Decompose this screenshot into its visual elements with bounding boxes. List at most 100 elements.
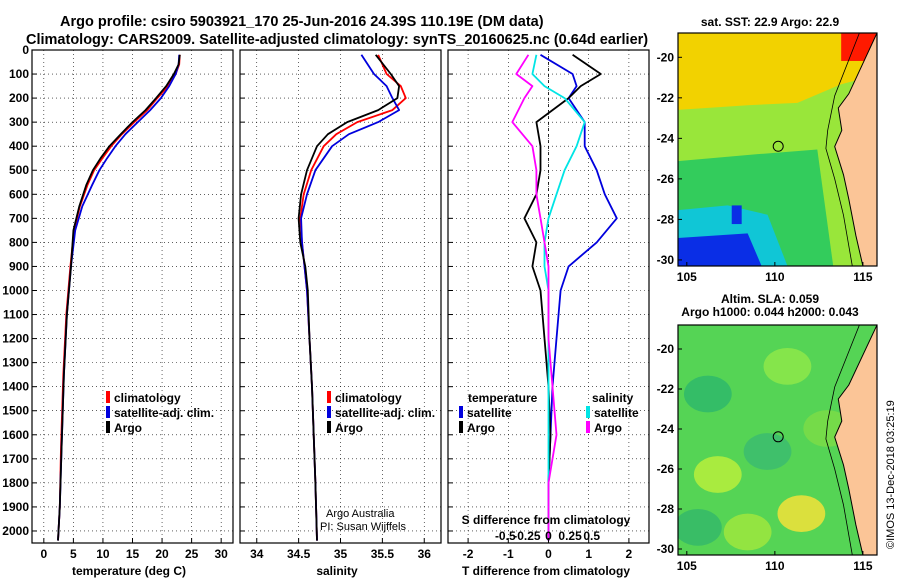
map-y-tick-label: -26: [657, 172, 675, 186]
legend-swatch-temp-satellite: [459, 406, 463, 418]
difference-profiles: [511, 54, 618, 541]
map-y-tick-label: -30: [657, 253, 675, 267]
salinity-axes-frame: [239, 49, 442, 544]
sla-map-ticks: 105 110 115 -20 -22 -24 -26 -28 -30: [657, 342, 873, 573]
y-tick-label: 500: [9, 163, 29, 177]
legend-swatch-climatology: [106, 391, 110, 403]
legend-label-sal-argo: Argo: [594, 421, 622, 435]
x-tick-label: 35: [334, 547, 348, 561]
s-diff-tick-label: -0.5: [495, 529, 516, 543]
x-tick-label: 25: [185, 547, 199, 561]
x-tick-label: 30: [214, 547, 228, 561]
salinity-panel: 34 34.5 35 35.5 36 salinity climatology sate…: [239, 49, 442, 578]
temperature-x-label: temperature (deg C): [72, 564, 186, 578]
series-line-salinity-argo: [511, 54, 558, 541]
sla-anomaly-blob: [683, 375, 732, 413]
legend-label-climatology: climatology: [114, 391, 181, 405]
legend-label-temp-satellite: satellite: [467, 406, 512, 420]
y-tick-label: 1200: [2, 332, 29, 346]
series-line-temperature-argo: [523, 54, 602, 541]
y-tick-label: 900: [9, 259, 29, 273]
map-x-tick-label: 105: [677, 559, 697, 573]
x-tick-label: 36: [418, 547, 432, 561]
t-difference-label: T difference from climatology: [462, 564, 630, 578]
sla-anomaly-blob: [763, 348, 812, 385]
sst-map-panel: sat. SST: 22.9 Argo: 22.9 105 110 115 -20 -2…: [657, 15, 878, 284]
s-diff-tick-label: 0.25: [558, 529, 582, 543]
credit-argo-australia: Argo Australia: [326, 508, 395, 520]
s-difference-label: S difference from climatology: [462, 513, 631, 527]
x-tick-label: -2: [463, 547, 474, 561]
legend-label-sal-satellite: satellite: [594, 406, 639, 420]
legend-swatch-climatology: [327, 391, 331, 403]
temperature-ticks: 0 5 10 15 20 25 300100200300400500600700800900…: [2, 43, 228, 561]
x-tick-label: 35.5: [371, 547, 395, 561]
salinity-ticks: 34 34.5 35 35.5 36: [240, 49, 432, 561]
y-tick-label: 0: [22, 43, 29, 57]
legend-title-temperature: temperature: [468, 391, 538, 405]
credit-pi: PI: Susan Wijffels: [320, 521, 406, 533]
map-y-tick-label: -22: [657, 382, 675, 396]
sla-map: [678, 325, 877, 555]
sla-map-subtitle: Argo h1000: 0.044 h2000: 0.043: [681, 305, 859, 319]
sla-anomaly-blob: [777, 495, 826, 532]
y-tick-label: 600: [9, 187, 29, 201]
series-line-argo: [57, 54, 181, 541]
y-tick-label: 400: [9, 139, 29, 153]
imos-timestamp: ©IMOS 13-Dec-2018 03:25:19: [885, 400, 897, 549]
legend-label-satellite-adj: satellite-adj. clim.: [335, 406, 435, 420]
legend-swatch-argo: [106, 421, 110, 433]
x-tick-label: 10: [96, 547, 110, 561]
x-tick-label: 34.5: [287, 547, 311, 561]
sla-anomaly-blob: [693, 456, 742, 493]
legend-swatch-satellite-adj: [106, 406, 110, 418]
salinity-legend: climatology satellite-adj. clim. Argo: [327, 391, 435, 435]
map-y-tick-label: -30: [657, 542, 675, 556]
shelf-contour: [825, 325, 860, 555]
map-x-tick-label: 105: [677, 270, 697, 284]
y-tick-label: 2000: [2, 524, 29, 538]
temperature-panel: 0 5 10 15 20 25 300100200300400500600700800900…: [2, 43, 234, 578]
legend-label-argo: Argo: [114, 421, 142, 435]
difference-ticks: -2 -1 0 1 2 -0.5-0.25 0 0.25 0.5: [448, 49, 633, 561]
series-line-temperature-satellite: [540, 54, 618, 541]
sla-map-title: Altim. SLA: 0.059: [721, 292, 819, 306]
map-content: [678, 325, 877, 555]
sst-cold-field: [678, 233, 762, 266]
series-line-climatology: [57, 54, 181, 541]
difference-panel: -2 -1 0 1 2 -0.5-0.25 0 0.25 0.5 S difference fr…: [447, 49, 650, 578]
temperature-profiles: [57, 54, 181, 541]
legend-swatch-sal-satellite: [586, 406, 590, 418]
land-mass: [834, 33, 877, 266]
y-tick-label: 1300: [2, 356, 29, 370]
legend-label-satellite-adj: satellite-adj. clim.: [114, 406, 214, 420]
salinity-gridlines: [240, 49, 441, 543]
legend-title-salinity: salinity: [592, 391, 634, 405]
float-position-marker: [772, 140, 784, 152]
y-tick-label: 1100: [3, 308, 29, 322]
x-tick-label: -1: [503, 547, 514, 561]
temperature-legend: climatology satellite-adj. clim. Argo: [106, 391, 214, 435]
sla-map-panel: Altim. SLA: 0.059 Argo h1000: 0.044 h200…: [657, 292, 878, 573]
s-diff-tick-label: -0.25: [513, 529, 541, 543]
x-tick-label: 15: [126, 547, 140, 561]
legend-label-argo: Argo: [335, 421, 363, 435]
x-tick-label: 0: [40, 547, 47, 561]
x-tick-label: 20: [155, 547, 169, 561]
x-tick-label: 2: [626, 547, 633, 561]
y-tick-label: 1900: [2, 500, 29, 514]
y-tick-label: 1700: [2, 452, 29, 466]
series-line-climatology: [299, 54, 407, 541]
y-tick-label: 200: [9, 91, 29, 105]
sst-map-title: sat. SST: 22.9 Argo: 22.9: [701, 15, 840, 29]
legend-swatch-satellite-adj: [327, 406, 331, 418]
y-tick-label: 100: [9, 67, 29, 81]
map-y-tick-label: -24: [657, 131, 675, 145]
x-tick-label: 1: [585, 547, 592, 561]
s-diff-tick-label: 0: [545, 529, 552, 543]
salinity-profiles: [297, 54, 407, 541]
y-tick-label: 700: [9, 211, 29, 225]
map-y-tick-label: -26: [657, 462, 675, 476]
float-position-marker: [772, 431, 784, 443]
